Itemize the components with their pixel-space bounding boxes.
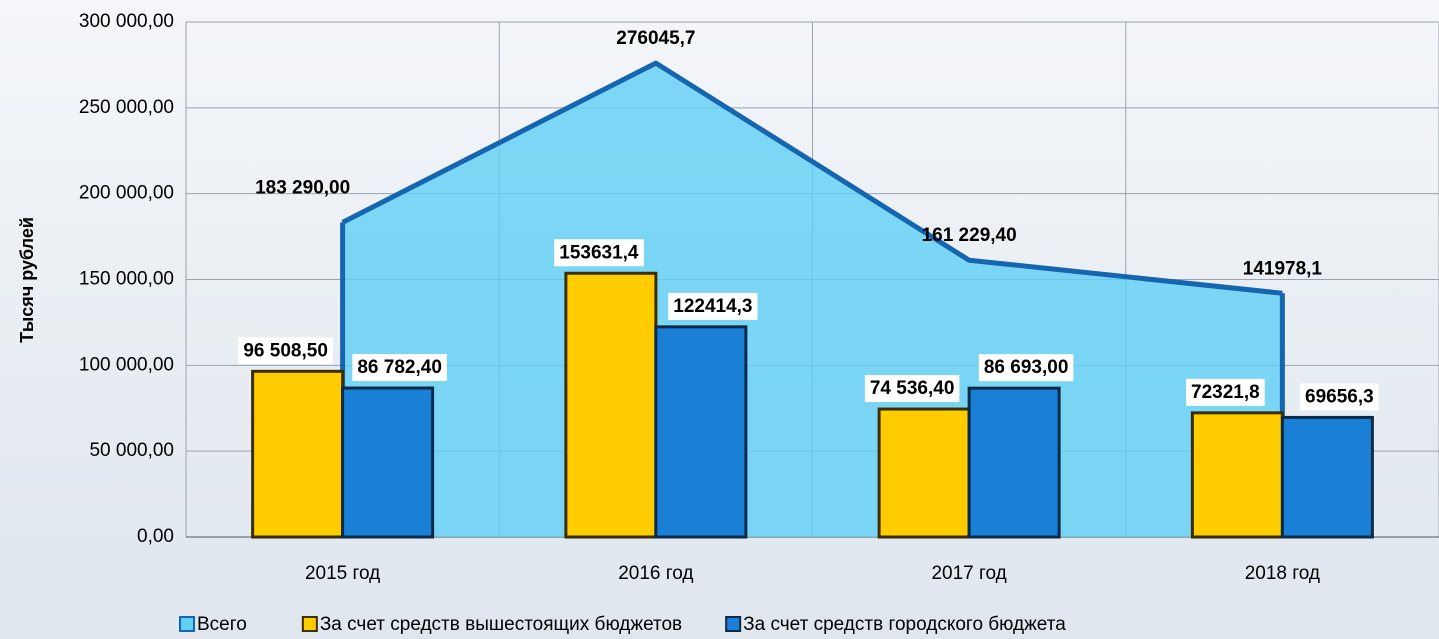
data-label: 161 229,40 [922, 225, 1017, 246]
bar [656, 327, 746, 537]
y-tick-label: 50 000,00 [89, 440, 174, 461]
y-axis-label: Тысяч рублей [17, 217, 37, 343]
legend-swatch [726, 617, 740, 631]
data-label: 122414,3 [673, 296, 752, 317]
bar [1282, 417, 1372, 537]
data-label: 96 508,50 [243, 340, 328, 361]
data-label: 72321,8 [1191, 382, 1260, 403]
data-label: 141978,1 [1243, 258, 1323, 279]
x-tick-label: 2018 год [1245, 563, 1320, 584]
data-label: 69656,3 [1305, 386, 1374, 407]
y-tick-label: 250 000,00 [79, 97, 174, 118]
y-tick-label: 0,00 [137, 526, 174, 547]
y-tick-label: 150 000,00 [79, 269, 174, 290]
x-tick-label: 2017 год [931, 563, 1006, 584]
bar [879, 409, 969, 537]
bar [566, 273, 656, 537]
y-tick-label: 200 000,00 [79, 183, 174, 204]
y-tick-label: 100 000,00 [79, 354, 174, 375]
legend-label: Всего [197, 614, 247, 635]
data-label: 74 536,40 [870, 378, 955, 399]
bar [343, 388, 433, 537]
data-label: 86 782,40 [357, 357, 442, 378]
chart: Тысяч рублей 0,00 50 000,00 100 000,00 150 … [0, 0, 1439, 639]
bar [253, 371, 343, 537]
x-tick-label: 2015 год [305, 563, 380, 584]
bar [1192, 413, 1282, 537]
legend-label: За счет средств городского бюджета [743, 614, 1066, 635]
data-label: 86 693,00 [984, 357, 1069, 378]
data-label: 276045,7 [616, 28, 695, 49]
bar [969, 388, 1059, 537]
legend-swatch [180, 617, 194, 631]
y-tick-label: 300 000,00 [79, 11, 174, 32]
data-label: 183 290,00 [255, 177, 350, 198]
data-label: 153631,4 [559, 242, 639, 263]
x-tick-label: 2016 год [618, 563, 693, 584]
legend-label: За счет средств вышестоящих бюджетов [320, 614, 682, 635]
legend-swatch [303, 617, 317, 631]
